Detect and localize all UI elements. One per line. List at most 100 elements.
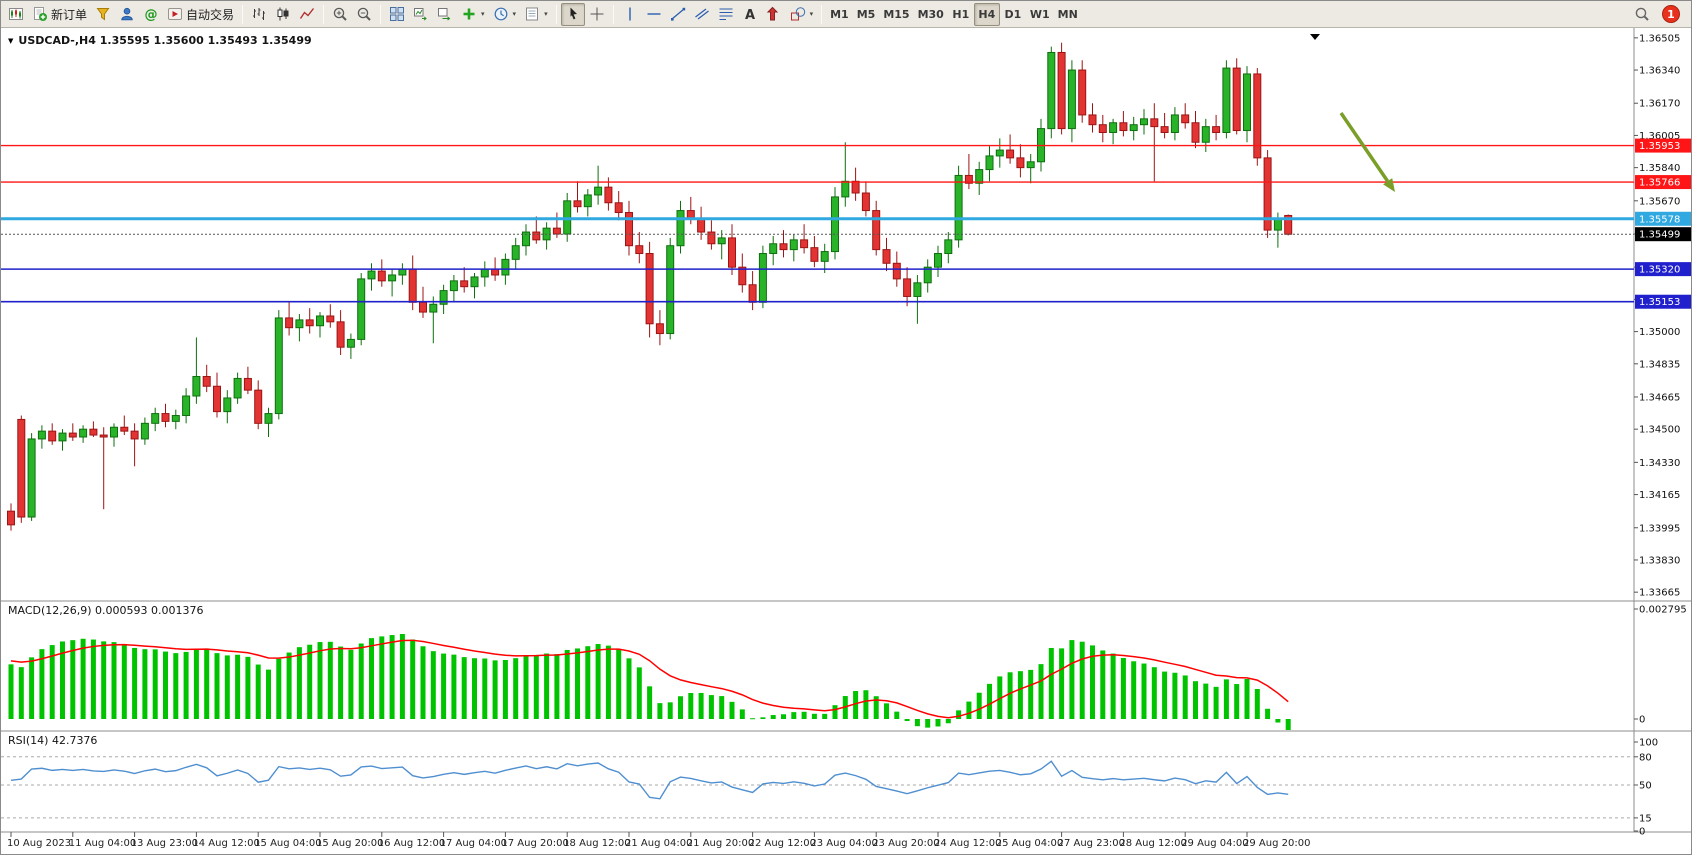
chart-window-button[interactable] — [4, 3, 28, 26]
textA-icon: A — [742, 6, 758, 22]
candle — [903, 267, 912, 307]
price-axis-label: 1.36005 — [1639, 131, 1680, 142]
candle — [851, 167, 860, 201]
arrow-tools-button[interactable] — [762, 3, 786, 26]
market-watch-button[interactable] — [115, 3, 139, 26]
arrows-icon — [766, 6, 782, 22]
time-axis-label: 17 Aug 20:00 — [501, 838, 568, 849]
tile-windows-button[interactable] — [385, 3, 409, 26]
zoom-in-button[interactable] — [328, 3, 352, 26]
timeframe-m15-button[interactable]: M15 — [883, 7, 910, 21]
candle — [872, 200, 881, 256]
vline-icon — [622, 6, 638, 22]
shapes-icon — [790, 6, 806, 22]
rsi-axis-label: 0 — [1639, 827, 1645, 838]
crosshair-button[interactable] — [585, 3, 609, 26]
dropdown-caret-icon[interactable]: ▾ — [512, 10, 517, 18]
symbol-title: ▼ USDCAD-,H4 1.35595 1.35600 1.35493 1.3… — [8, 34, 312, 47]
price-axis-label: 1.34330 — [1639, 458, 1680, 469]
candle-chart-button[interactable] — [271, 3, 295, 26]
new-order-button[interactable]: 新订单 — [28, 3, 91, 26]
candle — [1201, 118, 1210, 153]
candle — [831, 187, 839, 260]
price-axis-label: 1.33830 — [1639, 555, 1680, 566]
linechart-icon — [299, 6, 315, 22]
cursor-icon — [565, 6, 581, 22]
auto-trading-button[interactable]: 自动交易 — [163, 3, 238, 26]
text-button[interactable]: A — [738, 3, 762, 26]
dropdown-caret-icon[interactable]: ▾ — [544, 10, 548, 18]
price-axis-label: 1.36170 — [1639, 99, 1680, 110]
candle — [913, 274, 922, 324]
candle — [460, 267, 469, 293]
indicators-button[interactable]: ▾ — [457, 3, 489, 26]
toolbar-separator — [242, 4, 244, 24]
candle — [511, 237, 520, 270]
candle — [532, 216, 541, 244]
candle — [748, 271, 757, 311]
price-axis-label: 1.34165 — [1639, 490, 1680, 501]
fibonacci-button[interactable] — [714, 3, 738, 26]
notification-badge[interactable]: 1 — [1662, 5, 1680, 23]
candle — [68, 423, 77, 441]
candle — [1243, 66, 1251, 143]
trendline-button[interactable] — [666, 3, 690, 26]
timeframe-m5-button[interactable]: M5 — [856, 7, 876, 21]
candle — [1181, 103, 1190, 129]
dropdown-caret-icon[interactable]: ▾ — [809, 10, 814, 18]
candle — [480, 261, 489, 287]
chart-shift-button[interactable] — [433, 3, 457, 26]
periods-button[interactable]: ▾ — [489, 3, 521, 26]
channel-button[interactable] — [690, 3, 714, 26]
profiles-button[interactable] — [91, 3, 115, 26]
cursor-button[interactable] — [560, 2, 585, 26]
one-click-trading-toggle-icon[interactable]: ▼ — [8, 36, 14, 45]
candle — [522, 224, 530, 256]
candle — [789, 233, 798, 262]
candle — [738, 253, 747, 293]
search-icon[interactable] — [1630, 3, 1654, 26]
price-axis-label: 1.33665 — [1639, 588, 1680, 599]
dropdown-caret-icon[interactable]: ▾ — [481, 10, 485, 18]
trend-arrow-annotation[interactable] — [1339, 112, 1390, 183]
community-button[interactable]: @ — [139, 3, 163, 26]
candle — [439, 284, 448, 315]
crosshair-icon — [589, 6, 605, 22]
price-badge: 1.35766 — [1635, 175, 1691, 190]
new-order-button-label: 新订单 — [51, 7, 88, 22]
timeframe-m30-button[interactable]: M30 — [917, 7, 944, 21]
candle — [573, 181, 582, 213]
candle — [769, 235, 778, 266]
candle — [542, 222, 551, 250]
vertical-line-button[interactable] — [618, 3, 642, 26]
candle — [161, 403, 170, 428]
auto-scroll-button[interactable] — [409, 3, 433, 26]
candle — [1253, 68, 1262, 166]
chart-shift-marker[interactable] — [1310, 34, 1320, 40]
winchart-icon — [8, 6, 24, 22]
timeframe-d1-button[interactable]: D1 — [1004, 7, 1022, 21]
tline-icon — [670, 6, 686, 22]
candle — [1006, 134, 1015, 164]
horizontal-line-button[interactable] — [642, 3, 666, 26]
time-axis-label: 24 Aug 12:00 — [934, 838, 1001, 849]
timeframe-m1-button[interactable]: M1 — [830, 7, 849, 21]
line-chart-button[interactable] — [295, 3, 319, 26]
toolbar-right-group: 1 — [1630, 3, 1688, 26]
candle — [635, 232, 644, 264]
candle — [954, 165, 963, 248]
shapes-button[interactable]: ▾ — [786, 3, 818, 26]
candle — [1057, 42, 1066, 135]
timeframe-mn-button[interactable]: MN — [1057, 7, 1078, 21]
svg-text:A: A — [745, 8, 755, 22]
funnel-icon — [95, 6, 111, 22]
channel-icon — [694, 6, 710, 22]
templates-button[interactable]: ▾ — [520, 3, 552, 26]
timeframe-w1-button[interactable]: W1 — [1029, 7, 1050, 21]
timeframe-h1-button[interactable]: H1 — [952, 7, 970, 21]
bar-chart-button[interactable] — [247, 3, 271, 26]
zoom-out-button[interactable] — [352, 3, 376, 26]
timeframe-h4-button[interactable]: H4 — [973, 2, 1000, 26]
time-axis-label: 21 Aug 04:00 — [625, 838, 692, 849]
